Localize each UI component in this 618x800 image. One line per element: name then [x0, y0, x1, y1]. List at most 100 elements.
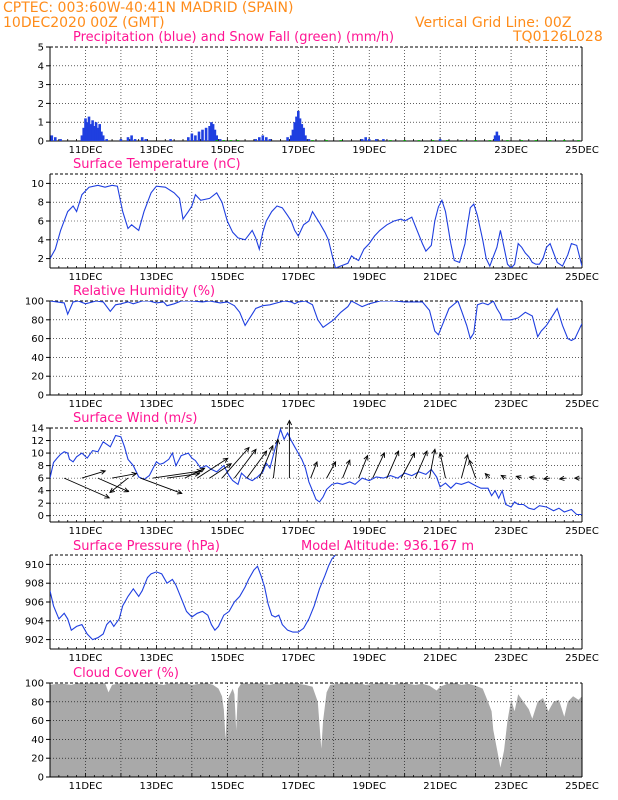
precip-bar — [297, 110, 300, 141]
wind-ytick-label: 12 — [31, 436, 44, 447]
precip-bar — [169, 139, 172, 141]
wind-arrow — [326, 461, 336, 479]
wind-title: Surface Wind (m/s) — [73, 411, 198, 426]
precip-bar — [289, 135, 293, 141]
precip-bar — [211, 124, 215, 141]
wind-arrow-head — [251, 448, 257, 455]
precip-bar — [100, 131, 103, 141]
temperature-xtick-label: 11DEC — [69, 272, 103, 283]
wind-arrow — [529, 476, 536, 479]
cloud-xtick-label: 15DEC — [210, 781, 244, 792]
wind-xtick-label: 19DEC — [352, 526, 386, 537]
humidity-xtick-label: 17DEC — [281, 399, 315, 410]
wind-arrow — [258, 445, 274, 479]
wind-arrow-head — [394, 450, 400, 457]
wind-ytick-label: 0 — [38, 511, 44, 522]
precip-bar — [215, 135, 218, 141]
wind-arrow-head — [331, 460, 337, 467]
humidity-ytick-label: 20 — [31, 372, 44, 383]
wind-arrow — [342, 459, 351, 479]
wind-arrow — [140, 477, 182, 494]
header-vertical-grid: Vertical Grid Line: 00Z — [415, 15, 572, 31]
precip-xtick-label: 13DEC — [140, 145, 174, 156]
precip-bar — [254, 139, 257, 141]
precip-bar — [94, 122, 98, 141]
precip-bar — [493, 135, 497, 141]
cloud-ytick-label: 20 — [31, 754, 44, 765]
precip-bar — [50, 135, 54, 141]
precip-bar — [367, 139, 371, 141]
wind-arrow-head — [104, 493, 111, 499]
wind-xtick-label: 25DEC — [565, 526, 599, 537]
wind-arrow — [386, 450, 400, 479]
precip-bar — [210, 122, 213, 141]
precip-bar — [295, 116, 298, 141]
humidity-xtick-label: 23DEC — [494, 399, 528, 410]
precip-title: Precipitation (blue) and Snow Fall (gree… — [73, 30, 395, 45]
humidity-title: Relative Humidity (%) — [73, 284, 216, 299]
wind-arrow-head — [380, 451, 385, 458]
precip-bar — [194, 135, 197, 141]
cloud-xtick-label: 25DEC — [565, 781, 599, 792]
wind-arrow — [439, 452, 446, 479]
wind-ytick-label: 14 — [31, 424, 44, 435]
wind-arrow-head — [226, 463, 233, 469]
temperature-ytick-label: 4 — [38, 235, 44, 246]
precip-bar — [307, 139, 311, 141]
wind-arrow-head — [363, 454, 369, 461]
wind-arrow-head — [528, 475, 535, 481]
cloud-ytick-label: 80 — [31, 697, 44, 708]
wind-arrow — [184, 467, 205, 479]
snow-bar — [403, 140, 406, 141]
temperature-xtick-label: 23DEC — [494, 272, 528, 283]
precip-bar — [101, 135, 105, 141]
pressure-xtick-label: 13DEC — [140, 653, 174, 664]
pressure-xtick-label: 23DEC — [494, 653, 528, 664]
pressure-xtick-label: 17DEC — [281, 653, 315, 664]
wind-arrow — [109, 477, 129, 493]
wind-arrow — [81, 470, 106, 479]
wind-arrow-head — [176, 489, 183, 495]
pressure-xtick-label: 11DEC — [69, 653, 103, 664]
precip-bar — [300, 124, 304, 141]
wind-arrow-head — [274, 438, 281, 445]
precip-bar — [208, 126, 211, 141]
wind-arrow-head — [558, 475, 565, 481]
snow-bar — [222, 140, 226, 141]
cloud-area — [50, 683, 582, 777]
wind-ytick-label: 6 — [38, 474, 44, 485]
pressure-ytick-label: 904 — [25, 616, 44, 627]
precip-bar — [187, 137, 190, 141]
wind-arrow — [468, 459, 477, 479]
wind-arrow-head — [431, 448, 437, 455]
pressure-title: Surface Pressure (hPa) — [73, 539, 220, 554]
precip-bar — [98, 124, 101, 141]
precip-bar — [438, 139, 442, 141]
cloud-ytick-label: 40 — [31, 735, 44, 746]
wind-xtick-label: 15DEC — [210, 526, 244, 537]
humidity-xtick-label: 25DEC — [565, 399, 599, 410]
precip-ytick-label: 5 — [38, 43, 44, 54]
precip-bar — [119, 139, 123, 141]
pressure-ytick-label: 910 — [25, 560, 44, 571]
precip-bar — [291, 129, 295, 141]
wind-arrow-head — [484, 472, 491, 479]
precip-bar — [54, 137, 57, 141]
wind-arrow-head — [345, 459, 351, 466]
wind-arrow-head — [199, 467, 206, 473]
cloud-ytick-label: 100 — [25, 679, 44, 690]
wind-ytick-label: 4 — [38, 486, 44, 497]
precip-bar — [126, 137, 130, 141]
precip-bar — [85, 122, 89, 141]
wind-arrow-head — [438, 451, 444, 458]
precip-bar — [364, 137, 367, 141]
humidity-xtick-label: 15DEC — [210, 399, 244, 410]
precip-bar — [382, 139, 385, 141]
pressure-ytick-label: 906 — [25, 598, 44, 609]
wind-line — [50, 428, 582, 516]
wind-arrow-head — [268, 444, 274, 451]
cloud-ytick-label: 0 — [38, 773, 44, 784]
cloud-xtick-label: 17DEC — [281, 781, 315, 792]
header-run-date: 10DEC2020 00Z (GMT) — [3, 15, 165, 31]
snow-bar — [389, 140, 392, 141]
